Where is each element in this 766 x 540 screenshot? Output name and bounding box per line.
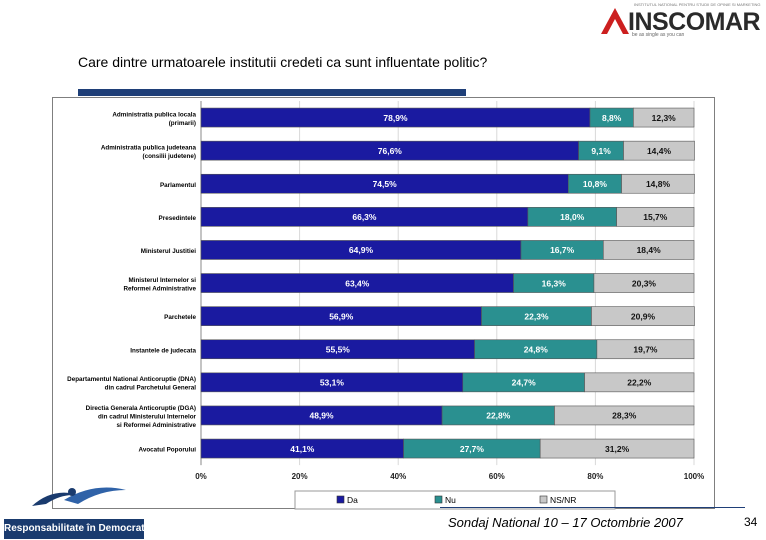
data-label: 10,8% [583,179,608,189]
data-label: 55,5% [326,344,351,354]
bar-segment-nsnr [602,240,695,260]
data-label: 16,3% [542,278,567,288]
data-label: 12,3% [652,113,677,123]
data-label: 74,5% [373,179,398,189]
logo-tagline-bottom: be as single as you can [632,32,685,38]
bar-segment-nsnr [623,140,695,161]
data-label: 24,7% [512,378,537,388]
category-label: din cadrul Ministerului Internelor [98,413,197,420]
data-label: 64,9% [349,245,374,255]
data-label: 31,2% [605,444,630,454]
legend-label: Da [347,495,358,505]
title-underline [78,89,466,96]
footer-line [440,507,745,508]
category-label: Presedintele [159,215,197,222]
bar-segment-nsnr [591,306,695,326]
logo-mountain-icon [601,8,629,34]
bar-segment-nsnr [593,273,695,293]
data-label: 27,7% [460,444,485,454]
x-tick-label: 20% [292,472,308,481]
page-number: 34 [744,515,758,529]
x-tick-label: 40% [390,472,406,481]
x-tick-label: 100% [684,472,704,481]
category-label: Administratia publica locala [112,111,196,118]
legend-box [294,490,616,510]
data-label: 15,7% [643,212,668,222]
data-label: 18,4% [637,245,662,255]
bar-segment-nsnr [584,372,695,393]
data-label: 14,8% [646,179,671,189]
insomar-logo: INSTITUTUL NATIONAL PENTRU STUDII DE OPI… [598,2,761,40]
data-label: 22,3% [524,311,549,321]
democracy-banner: Responsabilitate în Democratie [4,519,153,539]
data-label: 66,3% [352,212,377,222]
x-tick-label: 80% [587,472,603,481]
bar-segment-nsnr [621,173,695,194]
category-label: Administratia publica judeteana [101,144,197,151]
logo-tagline-top: INSTITUTUL NATIONAL PENTRU STUDII DE OPI… [634,2,761,7]
category-label: Reformei Administrative [123,285,196,292]
legend-label: NS/NR [550,495,576,505]
data-label: 63,4% [345,278,370,288]
legend-swatch [434,495,443,504]
survey-footer: Sondaj National 10 – 17 Octombrie 2007 [448,515,683,530]
page-title: Care dintre urmatoarele institutii crede… [78,54,488,70]
legend-swatch [336,495,345,504]
bar-segment-nsnr [633,107,695,128]
category-label: Departamentul National Anticoruptie (DNA… [67,376,196,383]
bar-segment-nsnr [596,339,695,360]
data-label: 9,1% [591,146,611,156]
category-label: Parlamentul [160,182,196,189]
x-tick-label: 60% [489,472,505,481]
data-label: 48,9% [309,411,334,421]
bar-segment-nsnr [616,207,695,227]
category-label: Parchetele [164,314,196,321]
x-tick-label: 0% [195,472,207,481]
category-label: (primarii) [169,120,196,127]
data-label: 19,7% [633,344,658,354]
data-label: 16,7% [550,245,575,255]
data-label: 20,3% [632,278,657,288]
data-label: 22,8% [486,411,511,421]
category-label: (consilii judetene) [142,153,196,160]
data-label: 41,1% [290,444,315,454]
category-label: din cadrul Parchetului General [105,385,197,392]
category-label: si Reformei Administrative [116,422,196,429]
data-label: 14,4% [647,146,672,156]
data-label: 8,8% [602,113,622,123]
swoosh-logo-icon [32,487,126,506]
data-label: 22,2% [627,378,652,388]
category-label: Directia Generala Anticoruptie (DGA) [86,405,196,412]
data-label: 24,8% [524,344,549,354]
category-label: Ministerul Justitiei [141,248,197,255]
data-label: 53,1% [320,378,345,388]
legend-label: Nu [445,495,456,505]
data-label: 78,9% [383,113,408,123]
data-label: 56,9% [329,311,354,321]
logo-name: INSCOMAR [628,8,761,36]
bar-segment-nsnr [554,405,695,426]
data-label: 76,6% [378,146,403,156]
data-label: 28,3% [612,411,637,421]
data-label: 20,9% [631,311,656,321]
category-label: Avocatul Poporului [139,447,197,454]
legend-swatch [539,495,548,504]
category-label: Instantele de judecata [130,347,196,354]
data-label: 18,0% [560,212,585,222]
bar-segment-nsnr [539,438,695,459]
category-label: Ministerul Internelor si [128,277,196,284]
